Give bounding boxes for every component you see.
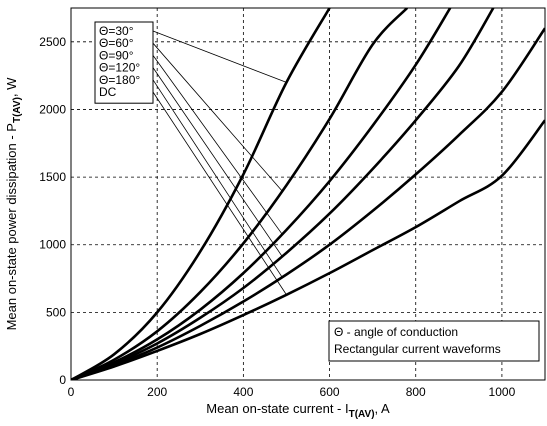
leader-line	[152, 91, 287, 295]
y-tick-labels: 0 500 1000 1500 2000 2500	[39, 35, 66, 387]
legend-entry: Θ=90°	[99, 48, 134, 62]
annotation-frame	[328, 320, 540, 362]
leader-line	[152, 55, 283, 235]
x-tick-label: 600	[320, 385, 340, 399]
series-line-1	[71, 8, 409, 380]
legend-box	[94, 21, 154, 104]
y-axis-label: Mean on-state power dissipation - PT(AV)…	[4, 77, 23, 331]
leader-line	[152, 42, 283, 192]
legend-entry: DC	[99, 85, 117, 99]
legend: Θ=30°Θ=60°Θ=90°Θ=120°Θ=180°DC	[94, 21, 154, 104]
legend-leader-lines	[152, 30, 287, 295]
leader-line	[152, 79, 283, 278]
y-tick-label: 1000	[39, 238, 66, 252]
y-tick-label: 500	[46, 305, 66, 319]
leader-line	[152, 30, 287, 83]
y-tick-label: 0	[59, 373, 66, 387]
series-line-5	[71, 119, 545, 380]
series-line-2	[71, 8, 452, 380]
x-tick-label: 0	[68, 385, 75, 399]
plot-frame	[70, 7, 546, 381]
x-tick-label: 400	[233, 385, 253, 399]
x-tick-label: 800	[406, 385, 426, 399]
x-axis-label: Mean on-state current - IT(AV), A	[206, 401, 390, 420]
series-line-0	[71, 8, 331, 380]
legend-entry: Θ=60°	[99, 36, 134, 50]
curves	[71, 8, 545, 380]
series-line-3	[71, 8, 495, 380]
y-tick-label: 2000	[39, 102, 66, 116]
x-tick-label: 200	[147, 385, 167, 399]
y-tick-label: 1500	[39, 170, 66, 184]
legend-entry: Θ=180°	[99, 73, 140, 87]
annotation-box: Θ - angle of conduction Rectangular curre…	[328, 320, 540, 362]
annotation-line: Rectangular current waveforms	[334, 342, 501, 356]
legend-entry: Θ=120°	[99, 61, 140, 75]
leader-line	[152, 67, 283, 257]
y-tick-label: 2500	[39, 35, 66, 49]
annotation-line: Θ - angle of conduction	[334, 325, 458, 339]
x-tick-label: 1000	[489, 385, 516, 399]
x-tick-labels: 0 200 400 600 800 1000	[68, 385, 516, 399]
series-line-4	[71, 27, 545, 380]
legend-entry: Θ=30°	[99, 24, 134, 38]
